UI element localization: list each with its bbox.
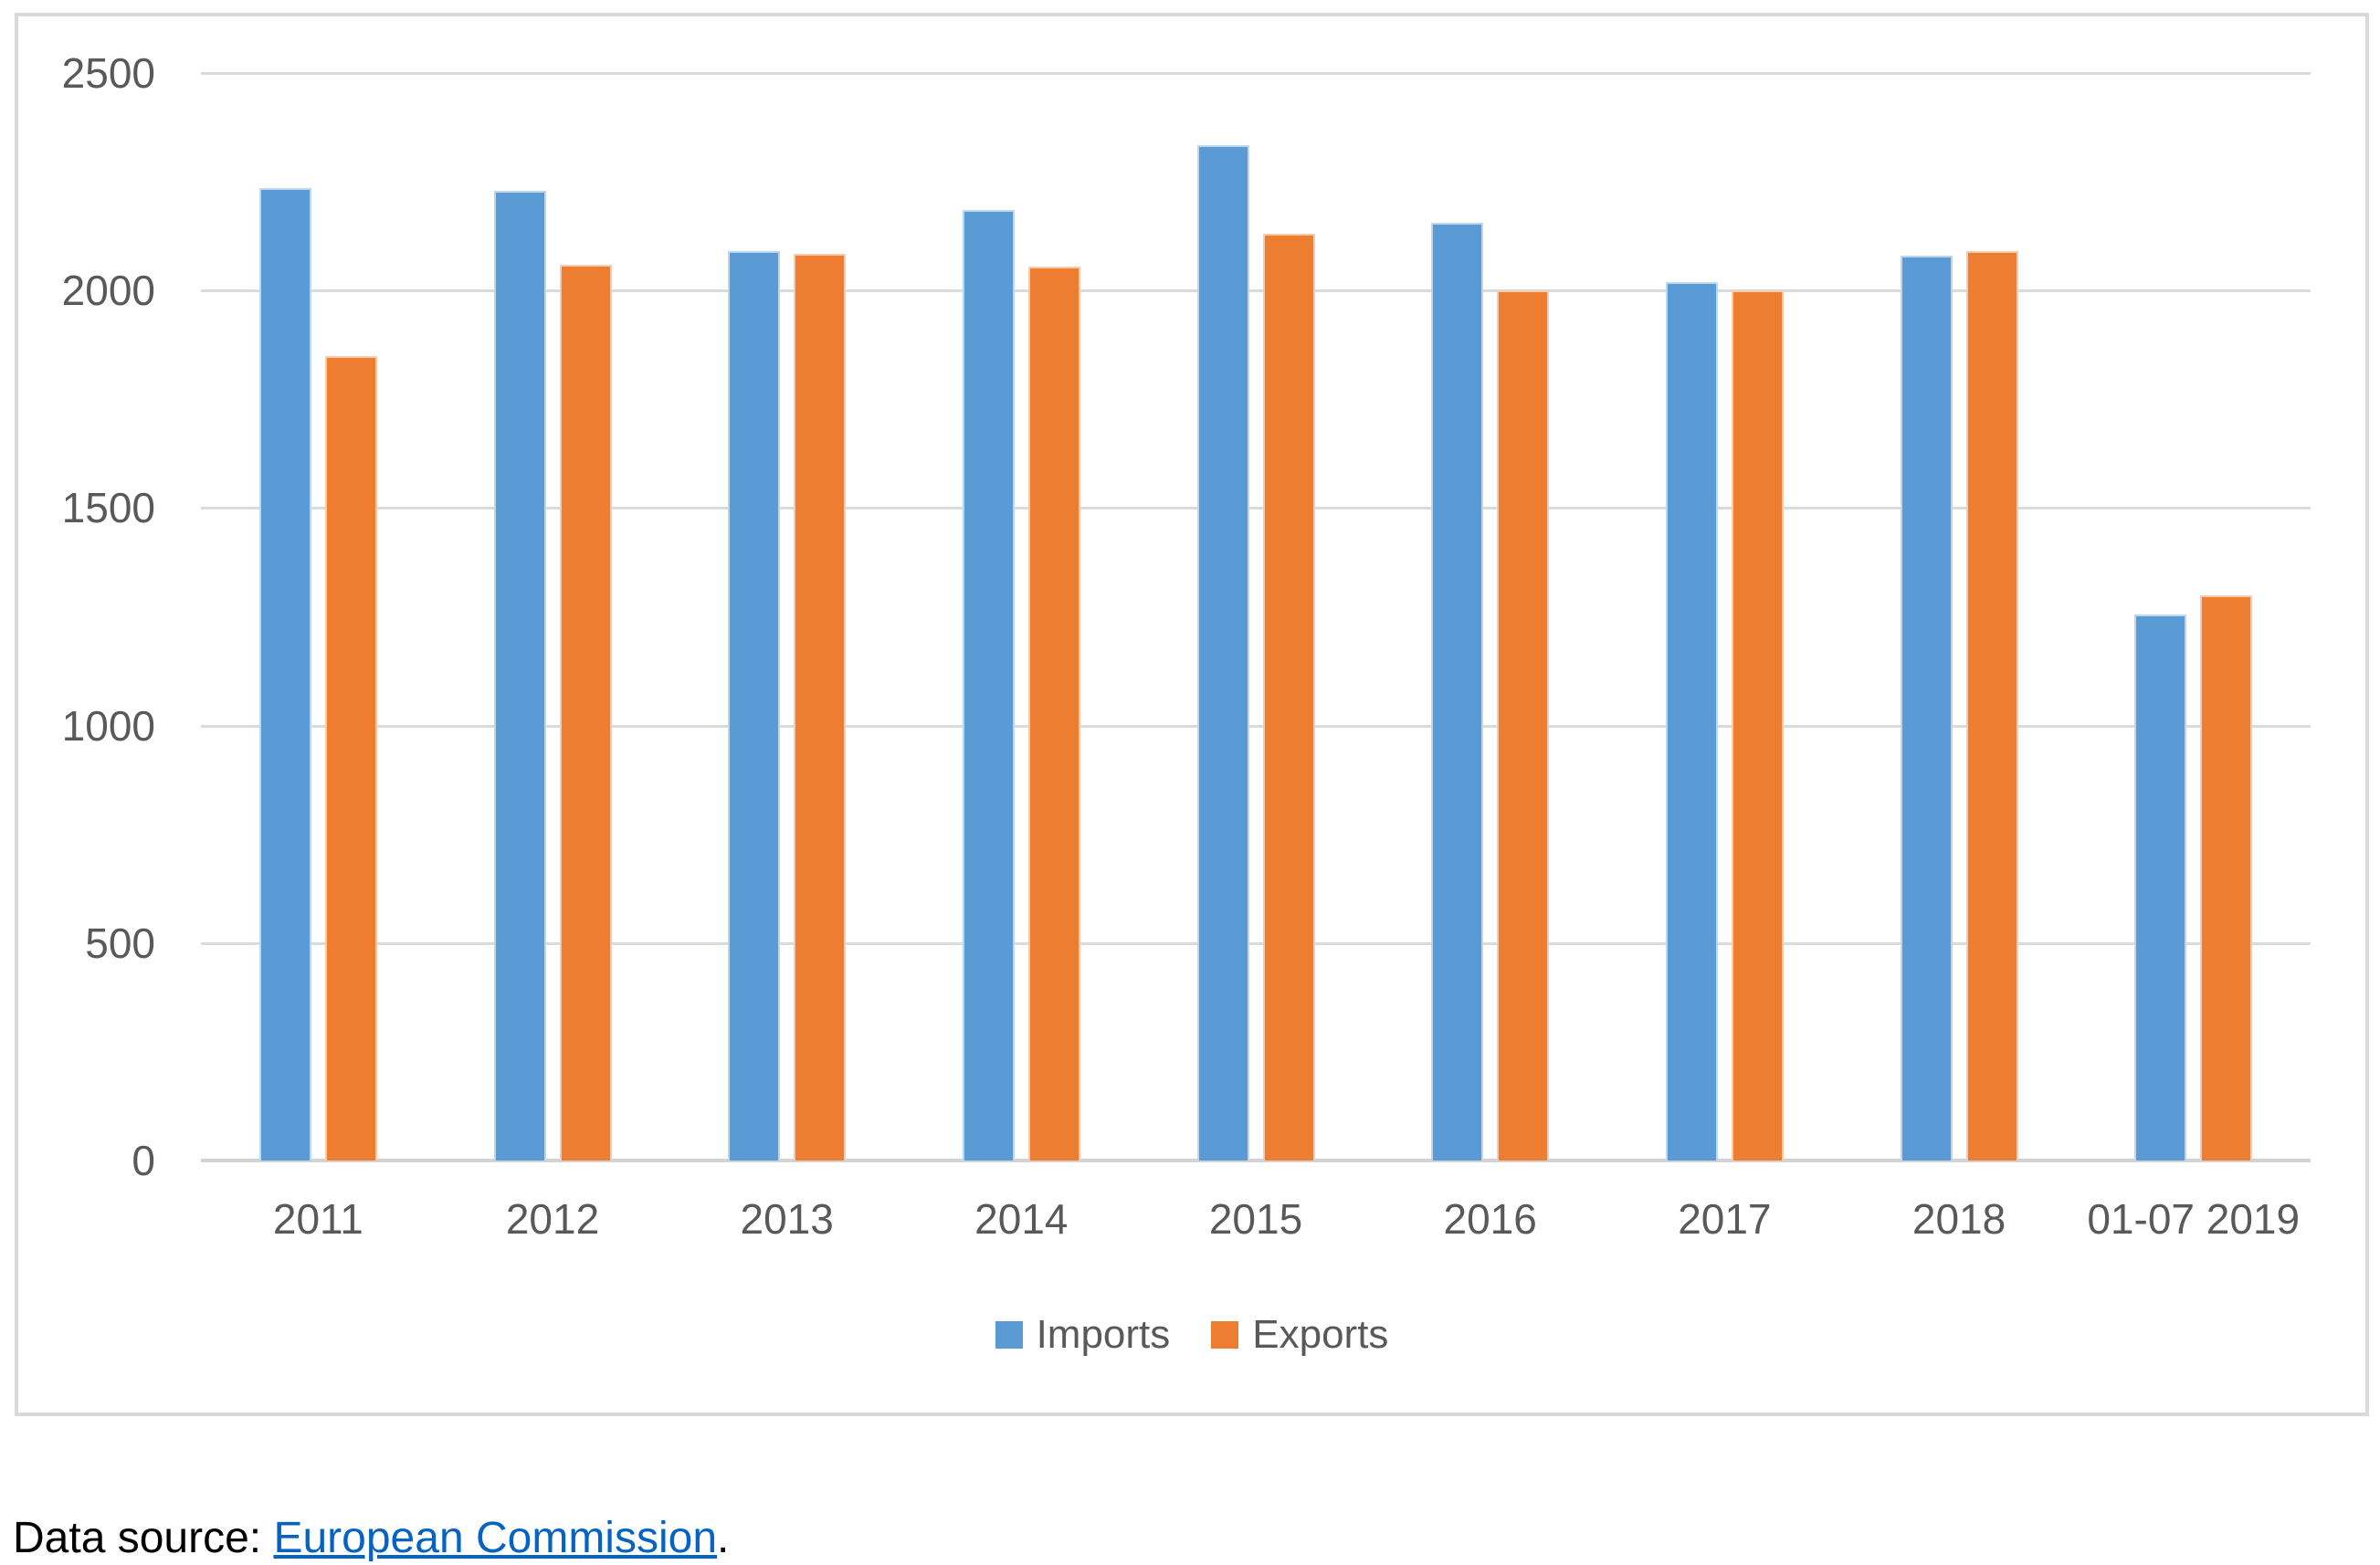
x-axis-line xyxy=(201,1159,2311,1162)
bar-group-01-07-2019 xyxy=(2076,73,2311,1161)
legend-label-exports: Exports xyxy=(1252,1312,1389,1357)
x-axis: 2011 2012 2013 2014 2015 2016 2017 2018 01-07 20… xyxy=(201,1190,2311,1248)
bar-imports-2012 xyxy=(493,190,546,1161)
x-axis-label-2011: 2011 xyxy=(272,1195,363,1243)
x-axis-label-2014: 2014 xyxy=(974,1195,1069,1243)
bar-exports-2014 xyxy=(1027,267,1080,1161)
bar-group-2014 xyxy=(904,73,1139,1161)
bar-group-2015 xyxy=(1139,73,1374,1161)
bar-imports-2016 xyxy=(1431,223,1484,1161)
y-axis-tick-label: 1000 xyxy=(61,701,155,750)
bar-exports-2016 xyxy=(1497,290,1550,1161)
gridline xyxy=(201,289,2311,293)
bar-exports-01-07-2019 xyxy=(2200,594,2253,1161)
bar-group-2018 xyxy=(1842,73,2077,1161)
y-axis-tick-label: 1500 xyxy=(61,484,155,532)
bar-group-2011 xyxy=(201,73,436,1161)
x-axis-label-01-07-2019: 01-07 2019 xyxy=(2087,1195,2301,1243)
bar-group-2017 xyxy=(1607,73,1842,1161)
legend-swatch-exports xyxy=(1211,1321,1239,1349)
legend-entry-imports: Imports xyxy=(995,1312,1171,1357)
caption-prefix: Data source: xyxy=(13,1514,274,1562)
bar-imports-01-07-2019 xyxy=(2134,614,2187,1161)
bar-imports-2013 xyxy=(728,251,781,1161)
y-axis-tick-label: 500 xyxy=(85,919,155,967)
gridline xyxy=(201,724,2311,728)
caption: Data source: European Commission. xyxy=(13,1512,729,1565)
x-axis-label-2013: 2013 xyxy=(740,1195,834,1243)
legend-swatch-imports xyxy=(995,1321,1023,1349)
plot-area xyxy=(201,72,2311,1162)
x-axis-label-2012: 2012 xyxy=(505,1195,600,1243)
bar-imports-2014 xyxy=(962,210,1015,1161)
bar-exports-2015 xyxy=(1262,234,1315,1161)
bar-imports-2011 xyxy=(258,188,311,1161)
y-axis-tick-label: 2000 xyxy=(61,267,155,315)
x-axis-label-2016: 2016 xyxy=(1443,1195,1537,1243)
gridline xyxy=(201,72,2311,75)
bar-exports-2013 xyxy=(794,253,847,1161)
bar-exports-2017 xyxy=(1731,290,1784,1161)
bar-group-2012 xyxy=(436,73,670,1161)
caption-link[interactable]: European Commission xyxy=(273,1514,718,1562)
gridline xyxy=(201,941,2311,945)
chart-panel: 0 500 1000 1500 2000 2500 2011 2012 2013 2014 201… xyxy=(15,13,2369,1416)
x-axis-label-2015: 2015 xyxy=(1208,1195,1303,1243)
x-axis-label-2018: 2018 xyxy=(1911,1195,2006,1243)
x-axis-label-2017: 2017 xyxy=(1678,1195,1772,1243)
bar-group-2013 xyxy=(669,73,904,1161)
bar-exports-2011 xyxy=(324,355,377,1161)
legend-entry-exports: Exports xyxy=(1211,1315,1388,1355)
legend-label-imports: Imports xyxy=(1036,1312,1171,1357)
bar-imports-2018 xyxy=(1900,256,1953,1161)
y-axis: 0 500 1000 1500 2000 2500 xyxy=(18,52,201,1182)
bar-exports-2018 xyxy=(1965,251,2018,1161)
bar-imports-2017 xyxy=(1665,281,1718,1161)
y-axis-tick-label: 2500 xyxy=(61,49,155,97)
bar-group-2016 xyxy=(1373,73,1607,1161)
bars-layer xyxy=(201,73,2311,1161)
bar-exports-2012 xyxy=(559,264,612,1161)
bar-imports-2015 xyxy=(1196,144,1249,1161)
gridline-layer xyxy=(201,72,2311,1162)
gridline xyxy=(201,507,2311,510)
y-axis-tick-label: 0 xyxy=(132,1137,155,1184)
caption-suffix: . xyxy=(717,1514,730,1562)
legend: Imports Exports xyxy=(18,1315,2365,1355)
